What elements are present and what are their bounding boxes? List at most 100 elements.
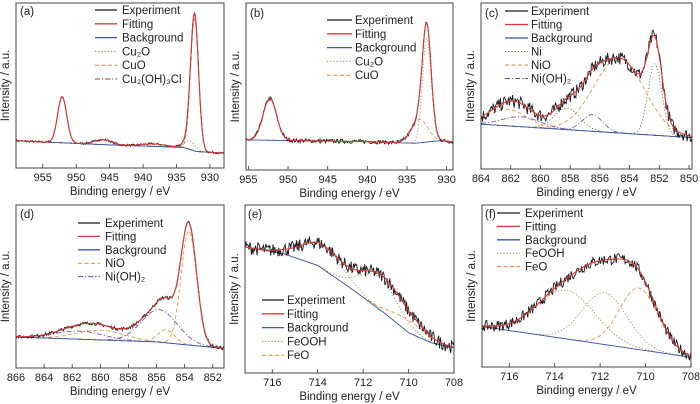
x-tick-label: 710 — [636, 371, 654, 383]
x-tick-label: 864 — [472, 173, 490, 185]
legend-entry: FeO — [287, 350, 309, 362]
x-tick-label: 940 — [358, 174, 376, 186]
component-cuo — [246, 37, 453, 144]
y-axis-label: Intensity / a.u. — [465, 50, 477, 122]
plot-area — [482, 252, 691, 361]
legend-entry: FeOOH — [287, 336, 327, 348]
series-background — [16, 140, 224, 154]
legend-entry: Background — [355, 43, 416, 55]
x-tick-label: 862 — [502, 173, 520, 185]
legend-entry: Fitting — [287, 309, 318, 321]
legend-entry: Fitting — [525, 221, 556, 233]
legend-entry: Experiment — [287, 295, 346, 307]
panel-b: 955 950 945 940 935 930 Binding energy / eV Int… — [230, 2, 456, 200]
panel-d: 866 864 862 860 858 856 854 852 Binding energy /… — [0, 204, 225, 398]
series-experiment — [245, 236, 454, 354]
x-tick-label: 945 — [319, 174, 337, 186]
panel-label: (c) — [485, 8, 499, 20]
x-tick-label: 710 — [399, 377, 417, 389]
axes-frame — [15, 204, 225, 369]
x-tick-label: 708 — [682, 371, 700, 383]
legend-entry: Cu₂O — [355, 56, 383, 68]
x-axis-label: Binding energy / eV — [299, 188, 400, 200]
legend-entry: CuO — [122, 60, 146, 72]
legend-entry: FeO — [525, 262, 547, 274]
panel-label: (f) — [485, 209, 496, 221]
panel-e: 716 714 712 710 708 Binding energy / eV Intens… — [229, 204, 463, 403]
x-tick-label: 950 — [67, 172, 85, 184]
component-cuo — [246, 119, 453, 143]
x-axis-label: Binding energy / eV — [536, 187, 637, 199]
legend-entry: FeOOH — [525, 248, 565, 260]
legend-entry: Fitting — [105, 231, 136, 243]
component-cuo — [246, 98, 453, 144]
series-fitting — [16, 221, 224, 349]
x-tick-label: 850 — [680, 173, 698, 185]
series-fitting — [482, 258, 691, 357]
x-tick-label: 860 — [91, 372, 109, 384]
series-fitting — [481, 34, 692, 137]
legend-entry: Cu₂(OH)₃Cl — [122, 74, 182, 86]
x-tick-label: 852 — [204, 372, 222, 384]
panel-c: 864 862 860 858 856 854 852 850 Binding energy /… — [465, 2, 698, 199]
x-tick-label: 858 — [561, 173, 579, 185]
x-tick-label: 935 — [167, 172, 185, 184]
legend-entry: Experiment — [355, 15, 414, 27]
axes-frame — [480, 2, 693, 170]
x-tick-label: 864 — [35, 372, 53, 384]
series-experiment — [482, 252, 691, 361]
axes-frame — [245, 2, 454, 171]
x-tick-label: 708 — [445, 377, 463, 389]
legend-entry: Background — [531, 33, 592, 45]
legend-entry: Ni(OH)₂ — [531, 74, 571, 86]
component-cuohcl — [16, 140, 224, 154]
legend-entry: Experiment — [105, 218, 164, 230]
legend-entry: Cu₂O — [122, 46, 150, 58]
legend-entry: NiO — [531, 60, 551, 72]
series-experiment — [481, 29, 692, 142]
y-axis-label: Intensity / a.u. — [230, 51, 242, 123]
legend-entry: Experiment — [525, 208, 584, 220]
legend-entry: Background — [105, 245, 166, 257]
x-tick-label: 856 — [147, 372, 165, 384]
legend-entry: Background — [122, 33, 183, 45]
legend-entry: Fitting — [531, 20, 562, 32]
legend-entry: NiO — [105, 258, 125, 270]
component-feooh — [482, 292, 691, 358]
panel-f: 716 714 712 710 708 Binding energy / eV Intens… — [466, 204, 700, 397]
x-axis-label: Binding energy / eV — [299, 391, 400, 403]
series-background — [16, 336, 224, 349]
x-tick-label: 950 — [279, 174, 297, 186]
series-background — [245, 246, 454, 349]
x-tick-label: 714 — [309, 377, 327, 389]
x-tick-label: 714 — [546, 371, 564, 383]
y-axis-label: Intensity / a.u. — [229, 253, 241, 325]
component-ni — [481, 107, 692, 138]
axes-frame — [481, 204, 692, 368]
axes-frame — [15, 2, 225, 169]
x-tick-label: 856 — [591, 173, 609, 185]
x-tick-label: 940 — [134, 172, 152, 184]
x-tick-label: 955 — [239, 174, 257, 186]
plot-area — [16, 221, 224, 351]
component-nioh — [481, 116, 692, 138]
legend-entry: Background — [525, 235, 586, 247]
y-axis-label: Intensity / a.u. — [0, 251, 12, 323]
legend-entry: Ni(OH)₂ — [105, 272, 145, 284]
x-tick-label: 930 — [201, 172, 219, 184]
panel-label: (b) — [250, 8, 264, 20]
x-tick-label: 858 — [119, 372, 137, 384]
axes-frame — [244, 204, 455, 374]
y-axis-label: Intensity / a.u. — [466, 250, 478, 322]
plot-area — [481, 29, 692, 142]
legend-entry: Experiment — [531, 6, 590, 18]
series-background — [482, 326, 691, 358]
x-tick-label: 935 — [398, 174, 416, 186]
